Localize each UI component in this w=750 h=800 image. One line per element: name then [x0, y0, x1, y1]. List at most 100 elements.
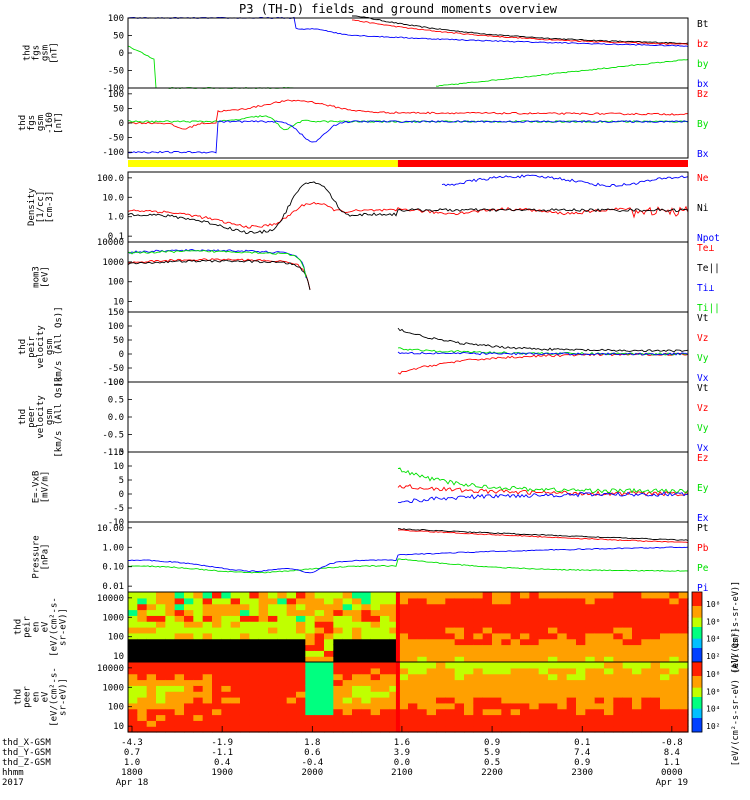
spectrogram-cell — [249, 714, 260, 721]
spectrogram-cell — [380, 697, 390, 704]
y-tick-label: 0 — [119, 119, 124, 129]
spectrogram-cell — [529, 726, 540, 733]
spectrogram-cell — [230, 720, 241, 727]
ylabel-peer-spectrogram: thd peer en eV [eV/(cm²-s-sr-eV)] — [14, 667, 69, 727]
spectrogram-cell — [660, 627, 670, 634]
spectrogram-cell — [146, 702, 157, 710]
spectrogram-cell — [417, 592, 428, 599]
spectrogram-cell — [604, 638, 614, 646]
spectrogram-cell — [454, 673, 465, 681]
ylabel-line: [cm-3] — [45, 191, 55, 224]
spectrogram-cell — [361, 667, 372, 675]
spectrogram-cell — [314, 615, 325, 622]
ylabel-line: sr-eV)] — [59, 608, 69, 646]
spectrogram-cell — [408, 656, 418, 663]
panel-density: Density [1/cc] [cm-3]100.010.01.00.1NeNiNp… — [27, 171, 720, 244]
spectrogram-cell — [202, 708, 213, 716]
spectrogram-cell — [333, 592, 344, 599]
spectrogram-cell — [193, 714, 204, 721]
legend-entry-Bx: Bx — [697, 149, 709, 160]
spectrogram-cell — [240, 656, 250, 663]
spectrogram-cell — [576, 697, 586, 704]
spectrogram-cell — [650, 697, 661, 704]
spectrogram-cell — [174, 656, 185, 663]
spectrogram-cell — [501, 662, 512, 669]
spectrogram-cell — [230, 597, 241, 605]
spectrogram-cell — [380, 650, 390, 657]
colorbar-step — [692, 610, 702, 614]
spectrogram-cell — [632, 726, 642, 733]
spectrogram-cell — [417, 714, 428, 721]
spectrogram-cell — [557, 667, 568, 675]
spectrogram-cell — [342, 679, 353, 686]
spectrogram-cell — [286, 627, 297, 634]
spectrogram-cell — [398, 644, 409, 651]
spectrogram-cell — [146, 627, 157, 634]
spectrogram-cell — [258, 726, 269, 733]
spectrogram-cell — [585, 638, 596, 646]
spectrogram-cell — [501, 720, 512, 727]
spectrogram-cell — [641, 621, 652, 628]
spectrogram-cell — [268, 632, 278, 640]
panel-frame — [127, 241, 689, 313]
spectrogram-cell — [128, 702, 138, 710]
spectrogram-cell — [352, 691, 362, 698]
spectrogram-cell — [464, 662, 474, 669]
spectrogram-cell — [380, 621, 390, 628]
spectrogram-cell — [174, 609, 185, 616]
spectrogram-cell — [538, 603, 549, 611]
colorbar-label: [eV/(cm²-s-sr-eV)] — [731, 581, 741, 673]
spectrogram-cell — [314, 597, 325, 605]
spectrogram-cell — [324, 603, 334, 611]
spectrogram-cell — [538, 627, 549, 634]
spectrogram-cell — [482, 662, 493, 669]
spectrogram-cell — [137, 621, 148, 628]
spectrogram-cell — [165, 685, 176, 692]
ylabel-line: thd — [14, 619, 24, 635]
colorbar-step — [692, 613, 702, 616]
spectrogram-cell — [398, 667, 409, 675]
spectrogram-cell — [436, 702, 446, 710]
spectrogram-cell — [585, 609, 596, 616]
spectrogram-cell — [230, 638, 241, 646]
spectrogram-cell — [286, 621, 297, 628]
spectrogram-cell — [445, 644, 456, 651]
spectrogram-cell — [221, 615, 232, 622]
spectrogram-cell — [156, 621, 166, 628]
ylabel-line: eV — [41, 691, 51, 702]
spectrogram-cell — [473, 667, 484, 675]
ylabel-peir-velocity: thd peir velocity gsm [km/s (All Qs)] — [18, 306, 64, 387]
spectrogram-cell — [464, 621, 474, 628]
spectrogram-cell — [454, 627, 465, 634]
spectrogram-cell — [249, 597, 260, 605]
spectrogram-cell — [482, 592, 493, 599]
spectrogram-cell — [128, 726, 138, 733]
legend-entry-Pb: Pb — [697, 543, 709, 554]
spectrogram-cell — [417, 720, 428, 727]
spectrogram-cell — [613, 650, 624, 657]
x-row-label: thd_Z-GSM — [2, 758, 51, 768]
spectrogram-cell — [538, 714, 549, 721]
spectrogram-cell — [352, 592, 362, 599]
ylabel-line: [nT] — [50, 42, 60, 64]
spectrogram-cell — [594, 621, 605, 628]
spectrogram-cell — [296, 650, 306, 657]
legend-entry-Ti||: Ti|| — [697, 303, 720, 314]
spectrogram-cell — [156, 627, 166, 634]
spectrogram-cell — [557, 609, 568, 616]
spectrogram-cell — [492, 720, 502, 727]
spectrogram-cell — [137, 714, 148, 721]
spectrogram-cell — [473, 609, 484, 616]
spectrogram-cell — [520, 592, 530, 599]
spectrogram-cell — [454, 702, 465, 710]
spectrogram-cell — [660, 691, 670, 698]
y-tick-label: -50 — [108, 67, 124, 77]
spectrogram-cell — [426, 597, 437, 605]
spectrogram-cell — [585, 667, 596, 675]
spectrogram-cell — [324, 592, 334, 599]
spectrogram-cell — [492, 603, 502, 611]
legend-entry-Te||: Te|| — [697, 263, 720, 274]
spectrogram-cell — [678, 597, 689, 605]
spectrogram-cell — [324, 691, 334, 698]
